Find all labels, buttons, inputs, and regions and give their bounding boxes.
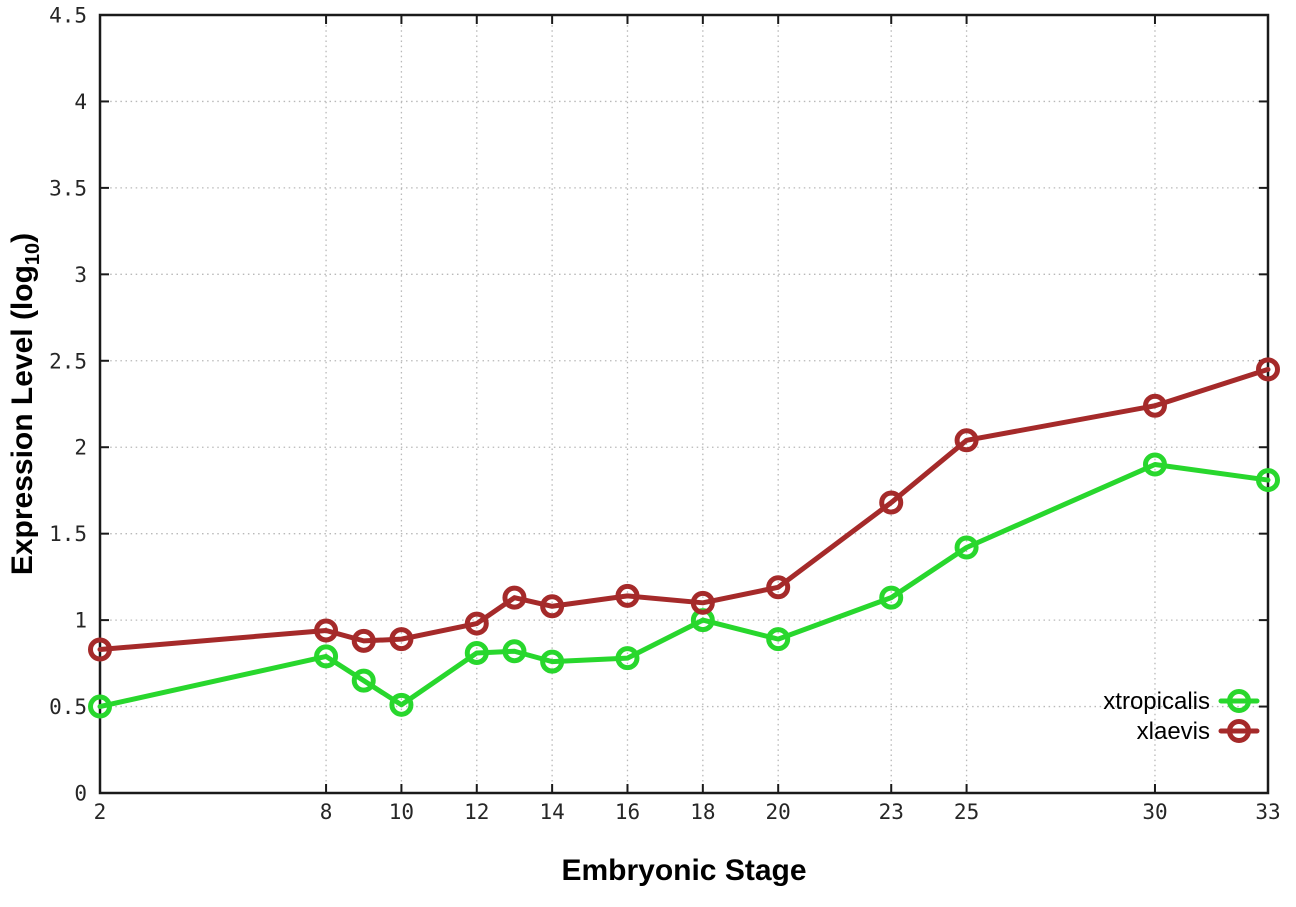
point-xlaevis <box>1256 357 1280 382</box>
point-xtropicalis <box>879 585 904 610</box>
line-xtropicalis <box>97 462 1271 710</box>
tick-labels: 2 8 10 12 14 16 18 20 23 25 30 33 0 0.5 1 1.5 2 2.5 3 3.5 4 4… <box>49 4 1281 825</box>
point-xtropicalis <box>464 640 489 665</box>
x-tick-label: 12 <box>464 800 489 824</box>
legend-marker-xlaevis <box>1227 719 1251 743</box>
y-tick-label: 0 <box>74 782 87 806</box>
point-xlaevis <box>464 611 489 636</box>
point-xlaevis <box>766 575 791 600</box>
y-tick-label: 4 <box>74 90 87 114</box>
point-xtropicalis <box>1256 468 1280 493</box>
x-tick-label: 30 <box>1142 800 1167 824</box>
point-xlaevis <box>540 594 565 619</box>
point-xlaevis <box>1142 393 1167 418</box>
data-series <box>88 357 1280 719</box>
legend-label-xtropicalis: xtropicalis <box>1103 688 1210 715</box>
series-xtropicalis <box>88 452 1280 719</box>
point-xtropicalis <box>88 694 112 719</box>
point-xtropicalis <box>314 644 339 669</box>
x-tick-label: 20 <box>766 800 791 824</box>
point-xtropicalis <box>766 627 791 652</box>
y-tick-label: 3.5 <box>49 176 87 200</box>
x-axis-label: Embryonic Stage <box>561 854 806 887</box>
point-xlaevis <box>954 428 979 453</box>
plot-border <box>98 13 1270 795</box>
legend-item-xtropicalis: xtropicalis <box>1103 688 1260 715</box>
series-xlaevis <box>88 357 1280 662</box>
y-tick-label: 4.5 <box>49 4 87 28</box>
plot-box <box>98 13 1270 795</box>
y-tick-label: 2.5 <box>49 349 87 373</box>
y-tick-label: 2 <box>74 436 87 460</box>
point-xtropicalis <box>540 649 565 674</box>
x-tick-label: 10 <box>389 800 414 824</box>
point-xlaevis <box>879 490 904 515</box>
y-axis-label-close: ) <box>6 233 39 243</box>
gridlines <box>100 15 1268 793</box>
y-axis-label-subscript: 10 <box>22 243 44 265</box>
x-tick-label: 25 <box>954 800 979 824</box>
legend-label-xlaevis: xlaevis <box>1137 718 1210 745</box>
point-xtropicalis <box>389 692 414 717</box>
x-tick-label: 16 <box>615 800 640 824</box>
point-xlaevis <box>351 628 376 653</box>
point-xtropicalis <box>1142 452 1167 477</box>
x-tick-label: 18 <box>690 800 715 824</box>
x-tick-label: 14 <box>539 800 564 824</box>
point-xlaevis <box>314 618 339 643</box>
line-xlaevis <box>97 366 1271 653</box>
x-tick-label: 2 <box>94 800 107 824</box>
legend-item-xlaevis: xlaevis <box>1137 718 1260 745</box>
legend: xtropicalis xlaevis <box>1103 688 1260 745</box>
point-xtropicalis <box>502 639 527 664</box>
point-xtropicalis <box>954 535 979 560</box>
x-tick-label: 33 <box>1255 800 1280 824</box>
point-xlaevis <box>690 590 715 615</box>
y-tick-label: 1 <box>74 609 87 633</box>
legend-marker-xtropicalis <box>1227 689 1251 713</box>
x-tick-label: 23 <box>879 800 904 824</box>
point-xlaevis <box>88 637 112 662</box>
y-tick-label: 3 <box>74 263 87 287</box>
x-tick-label: 8 <box>320 800 333 824</box>
point-xtropicalis <box>615 646 640 671</box>
y-axis-label-main: Expression Level (log <box>6 265 39 575</box>
y-axis-label: Expression Level (log10) <box>6 233 44 575</box>
point-xlaevis <box>615 583 640 608</box>
point-xtropicalis <box>351 668 376 693</box>
y-tick-label: 0.5 <box>49 695 87 719</box>
y-tick-label: 1.5 <box>49 522 87 546</box>
axis-ticks <box>99 14 1269 794</box>
point-xlaevis <box>389 627 414 652</box>
point-xlaevis <box>502 585 527 610</box>
